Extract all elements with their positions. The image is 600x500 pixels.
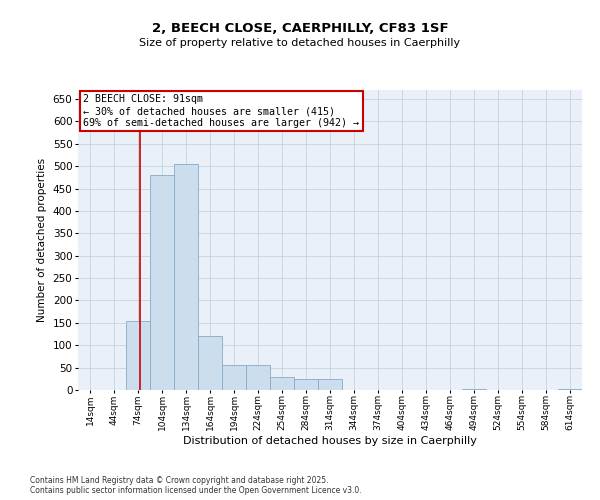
Text: Contains HM Land Registry data © Crown copyright and database right 2025.
Contai: Contains HM Land Registry data © Crown c… (30, 476, 362, 495)
Bar (174, 164, 198, 390)
Bar (126, 320, 150, 390)
Y-axis label: Number of detached properties: Number of detached properties (37, 158, 47, 322)
Text: 2, BEECH CLOSE, CAERPHILLY, CF83 1SF: 2, BEECH CLOSE, CAERPHILLY, CF83 1SF (152, 22, 448, 36)
Bar (246, 366, 270, 390)
Text: 2 BEECH CLOSE: 91sqm
← 30% of detached houses are smaller (415)
69% of semi-deta: 2 BEECH CLOSE: 91sqm ← 30% of detached h… (83, 94, 359, 128)
Bar (270, 376, 294, 390)
X-axis label: Distribution of detached houses by size in Caerphilly: Distribution of detached houses by size … (183, 436, 477, 446)
Bar (198, 336, 222, 390)
Bar (294, 379, 318, 390)
Bar (558, 389, 582, 390)
Bar (150, 175, 174, 390)
Bar (318, 379, 342, 390)
Text: Size of property relative to detached houses in Caerphilly: Size of property relative to detached ho… (139, 38, 461, 48)
Bar (462, 388, 486, 390)
Bar (222, 366, 246, 390)
